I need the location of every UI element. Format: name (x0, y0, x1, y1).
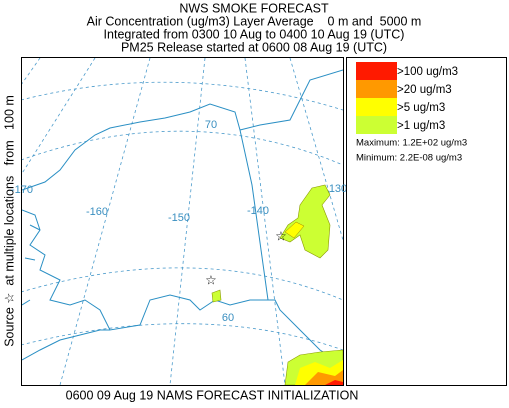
graticule (244, 58, 286, 385)
subtitle-line: PM25 Release started at 0600 08 Aug 19 (… (121, 40, 387, 54)
graticule (22, 130, 343, 166)
legend-minimum: Minimum: 2.2E-08 ug/m3 (356, 153, 462, 164)
graticule (289, 58, 343, 241)
legend-label: >5 ug/m3 (397, 102, 445, 114)
graticule-label: 130 (329, 183, 347, 195)
coastline (239, 69, 343, 131)
source-marker: ☆ (275, 228, 287, 243)
graticule (169, 58, 206, 385)
graticule (59, 58, 151, 385)
legend-swatch (356, 116, 397, 134)
graticule (22, 58, 96, 175)
coastline (22, 103, 343, 366)
subtitle-line: Integrated from 0300 10 Aug to 0400 10 A… (104, 27, 405, 41)
smoke-area (279, 184, 331, 259)
title: NWS SMOKE FORECAST (179, 1, 329, 15)
smoke-area (284, 221, 305, 239)
legend-swatch (356, 80, 397, 98)
legend-swatch (356, 98, 397, 116)
coastline (22, 329, 110, 361)
source-marker: ☆ (205, 272, 217, 287)
coastline (22, 209, 268, 331)
smoke-area (211, 289, 222, 303)
legend-swatch (356, 62, 397, 80)
map: ☆ ☆ 70 -170 -160 -150 -140 130 60 (11, 57, 347, 386)
legend-maximum: Maximum: 1.2E+02 ug/m3 (356, 138, 467, 149)
graticule-label: -170 (11, 184, 33, 196)
legend-label: >100 ug/m3 (397, 66, 458, 78)
graticule-label: -150 (168, 212, 190, 224)
subtitle-line: Air Concentration (ug/m3) Layer Average … (87, 14, 422, 28)
legend-label: >1 ug/m3 (397, 120, 445, 132)
footer: 0600 09 Aug 19 NAMS FORECAST INITIALIZAT… (66, 388, 359, 402)
smoke-area (325, 380, 343, 385)
graticule (22, 81, 343, 111)
graticule-label: 60 (222, 312, 234, 324)
source-label: Source ☆ at multiple locations from 100 … (2, 95, 16, 347)
legend: >100 ug/m3 >20 ug/m3 >5 ug/m3 >1 ug/m3 (356, 62, 458, 134)
graticule-label: 70 (205, 119, 217, 131)
coastline (22, 224, 41, 306)
graticule-label: -160 (86, 206, 108, 218)
graticule-label: -140 (247, 205, 269, 217)
legend-label: >20 ug/m3 (397, 84, 452, 96)
